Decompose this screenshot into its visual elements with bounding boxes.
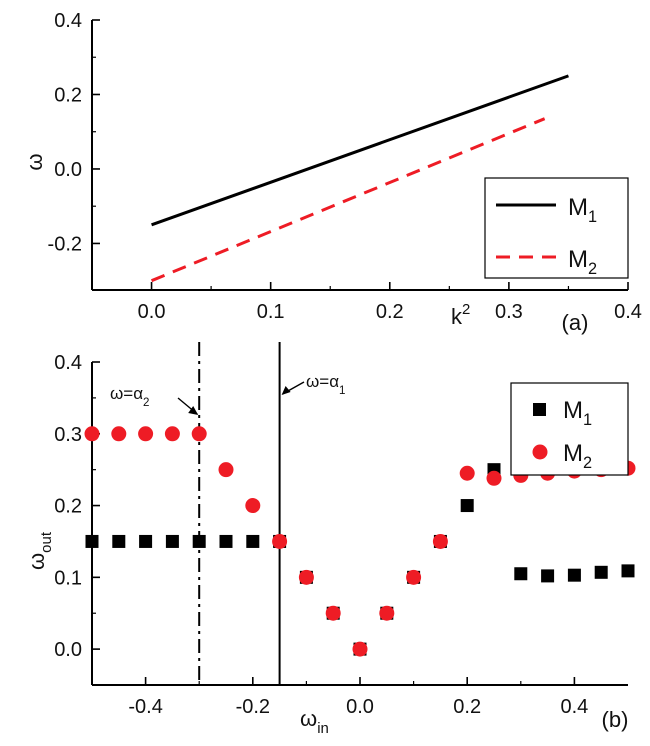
legend-entry-main: M xyxy=(563,397,583,424)
data-point-m2 xyxy=(138,426,154,442)
legend-entry-sub: 1 xyxy=(583,411,592,429)
data-point-m2 xyxy=(272,533,288,549)
legend-entry-main: M xyxy=(563,440,583,467)
y-tick-label: 0.1 xyxy=(54,567,82,589)
data-point-m1 xyxy=(460,499,474,513)
y-axis-label: ωout xyxy=(24,531,55,570)
x-tick-label: 0.1 xyxy=(257,301,285,323)
data-point-m1 xyxy=(514,567,528,581)
y-tick-label: -0.2 xyxy=(48,233,82,255)
data-point-m1 xyxy=(85,534,99,548)
x-axis-label: ωin xyxy=(300,706,329,737)
x-axis-label: k2 xyxy=(451,301,470,329)
data-point-m2 xyxy=(325,605,341,621)
legend-entry-main: M xyxy=(568,246,588,273)
x-tick-label: 0.2 xyxy=(376,301,404,323)
data-point-m2 xyxy=(459,465,475,481)
data-point-m1 xyxy=(567,568,581,582)
legend-entry: M2 xyxy=(568,246,597,278)
legend-entry: M1 xyxy=(568,194,597,226)
data-point-m1 xyxy=(621,564,635,578)
y-tick-label: 0.4 xyxy=(54,10,82,32)
data-point-m1 xyxy=(541,569,555,583)
y-axis-label-main: ω xyxy=(24,553,49,570)
x-tick-label: 0.3 xyxy=(495,301,523,323)
data-point-m1 xyxy=(246,534,260,548)
legend-entry-sub: 1 xyxy=(588,208,597,226)
data-point-m2 xyxy=(164,426,180,442)
data-point-m1 xyxy=(594,565,608,579)
legend-entry-sub: 2 xyxy=(588,260,597,278)
x-tick-label: 0.4 xyxy=(614,301,642,323)
panel-b: -0.4 -0.2 0.0 0.2 0.40.40.30.20.10.0ω=α2ω=α1… xyxy=(24,342,636,737)
legend-entry: M2 xyxy=(563,440,592,472)
series-line-m2 xyxy=(150,117,546,283)
data-point-m1 xyxy=(165,534,179,548)
data-point-m2 xyxy=(379,605,395,621)
data-point-m1 xyxy=(192,534,206,548)
y-tick-label: 0.2 xyxy=(54,496,82,518)
data-point-m2 xyxy=(486,470,502,486)
y-tick-label: 0.2 xyxy=(54,84,82,106)
data-point-m1 xyxy=(139,534,153,548)
data-point-m1 xyxy=(219,534,233,548)
data-point-m2 xyxy=(432,533,448,549)
annotation-alpha2-main: ω=α xyxy=(110,384,143,403)
data-point-m2 xyxy=(406,569,422,585)
data-point-m1 xyxy=(112,534,126,548)
legend-entry-main: M xyxy=(568,194,588,221)
annotation-alpha1-sub: 1 xyxy=(339,385,345,397)
legend-entry-sub: 2 xyxy=(583,454,592,472)
x-tick-label: 0.4 xyxy=(560,696,588,718)
x-tick-label: 0.2 xyxy=(453,696,481,718)
legend-swatch-m2 xyxy=(532,444,548,460)
legend-box xyxy=(484,177,629,279)
x-tick-label: 0.0 xyxy=(346,696,374,718)
panel-label: (a) xyxy=(562,310,589,335)
data-point-m2 xyxy=(191,426,207,442)
data-point-m2 xyxy=(352,641,368,657)
annotation-alpha2-sub: 2 xyxy=(143,397,149,409)
panel-label: (b) xyxy=(602,707,629,732)
y-axis-label-sub: out xyxy=(38,531,55,553)
data-point-m2 xyxy=(111,426,127,442)
data-point-m2 xyxy=(218,462,234,478)
y-tick-label: 0.4 xyxy=(54,352,82,374)
annotation-alpha1-main: ω=α xyxy=(306,372,339,391)
annotation-arrow-head xyxy=(188,406,199,415)
x-axis-label-main: k xyxy=(451,304,463,329)
annotation-arrow-head xyxy=(281,386,291,395)
x-tick-label: -0.2 xyxy=(236,696,270,718)
data-point-m2 xyxy=(84,426,100,442)
y-tick-label: 0.0 xyxy=(54,639,82,661)
y-tick-label: 0.0 xyxy=(54,159,82,181)
annotation-alpha1: ω=α1 xyxy=(306,372,345,397)
y-axis-label: ω xyxy=(22,153,47,170)
legend-swatch-m1 xyxy=(533,403,546,416)
x-tick-label: -0.4 xyxy=(128,696,162,718)
x-tick-label: 0.0 xyxy=(138,301,166,323)
x-axis-label-main: ω xyxy=(300,706,317,731)
annotation-alpha2: ω=α2 xyxy=(110,384,149,409)
x-axis-label-sub: in xyxy=(317,720,329,737)
series-line-m1 xyxy=(151,74,569,227)
data-point-m2 xyxy=(245,498,261,514)
y-tick-label: 0.3 xyxy=(54,424,82,446)
legend-entry: M1 xyxy=(563,397,592,429)
legend-box xyxy=(510,382,629,476)
x-axis-label-sub: 2 xyxy=(462,301,470,318)
data-point-m2 xyxy=(298,569,314,585)
